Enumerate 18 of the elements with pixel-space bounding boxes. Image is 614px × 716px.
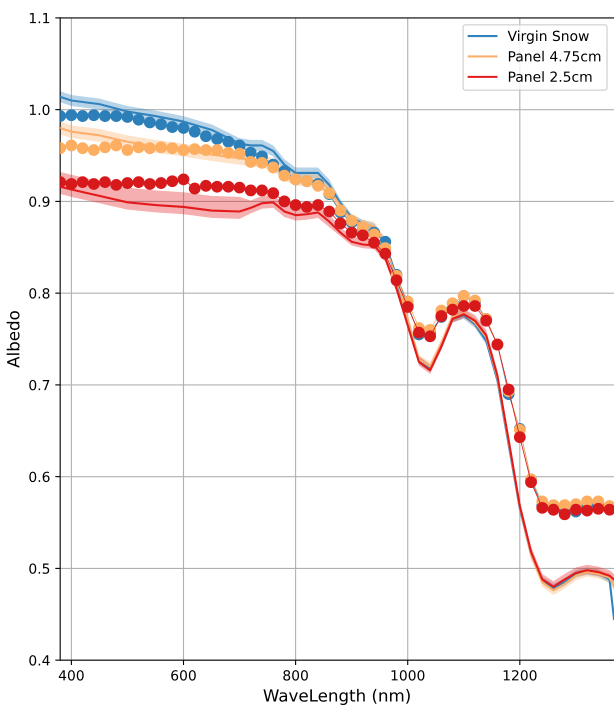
x-axis-title: WaveLength (nm) — [263, 688, 410, 705]
y-tick-label: 0.7 — [29, 380, 50, 390]
y-tick-label: 0.9 — [29, 196, 50, 207]
legend-label: Panel 2.5cm — [508, 71, 592, 82]
legend-label: Virgin Snow — [508, 30, 589, 44]
legend-label: Panel 4.75cm — [508, 50, 600, 62]
y-tick-label: 0.6 — [29, 472, 50, 482]
x-tick-label: 1200 — [504, 670, 537, 681]
x-tick-label: 800 — [283, 670, 308, 681]
y-tick-label: 0.5 — [29, 563, 50, 574]
x-tick-label: 400 — [58, 670, 84, 681]
x-tick-label: 600 — [171, 670, 196, 681]
y-tick-label: 1.1 — [30, 13, 50, 24]
y-tick-label: 1.0 — [30, 104, 50, 116]
y-axis-title: Albedo — [6, 311, 20, 368]
y-tick-label: 0.8 — [29, 288, 50, 299]
x-tick-label: 1000 — [392, 670, 424, 681]
y-tick-label: 0.4 — [29, 655, 50, 666]
